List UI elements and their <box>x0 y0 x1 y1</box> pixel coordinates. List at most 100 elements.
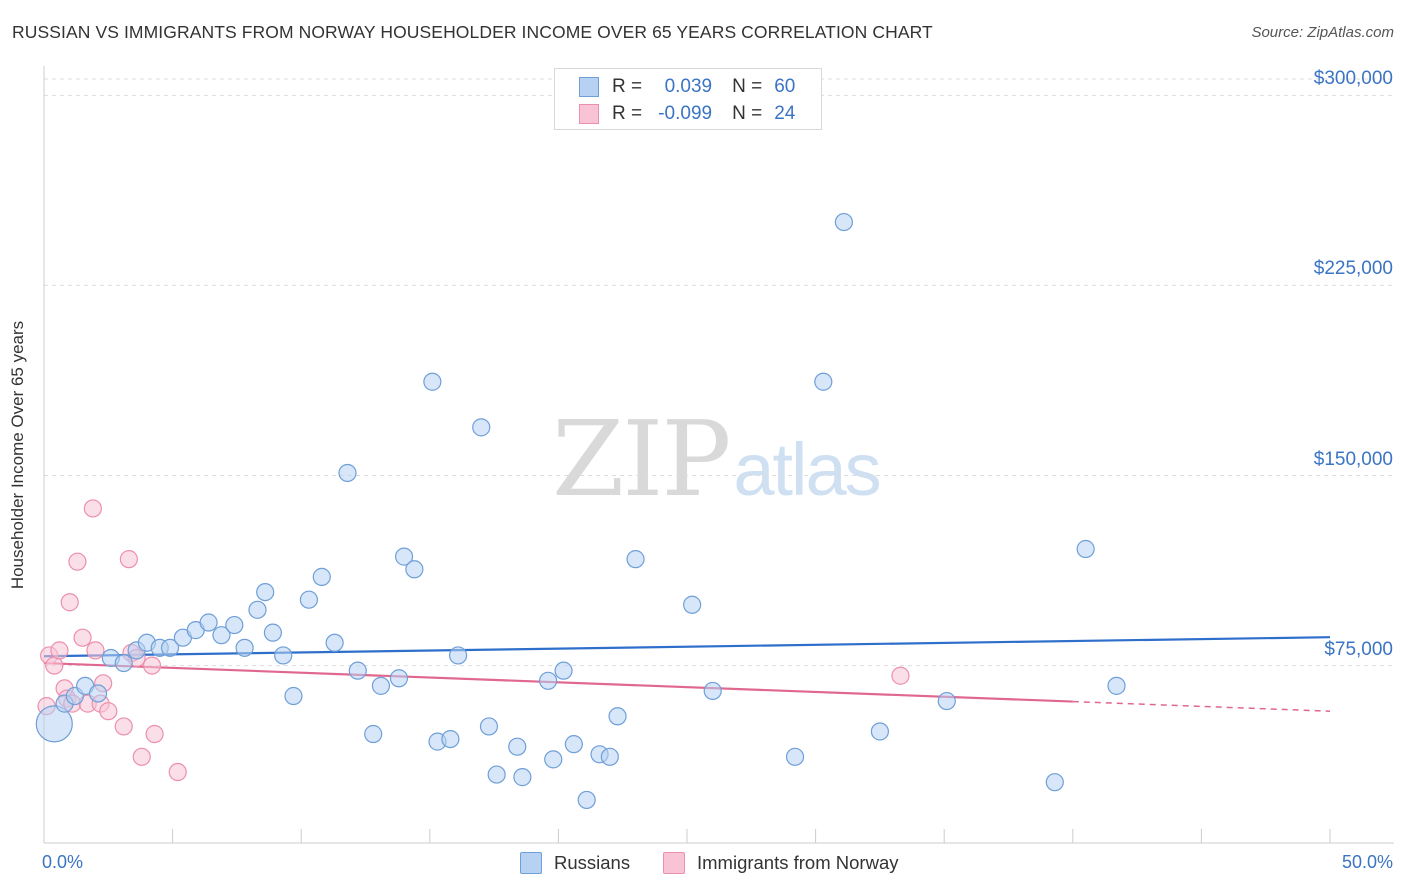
watermark: ZIPatlas <box>552 398 882 520</box>
data-point-russians <box>225 615 244 635</box>
x-tick-right: 50.0% <box>1341 852 1393 872</box>
data-point-norway <box>168 762 187 782</box>
data-point-russians <box>348 661 367 680</box>
watermark-atlas: atlas <box>733 428 881 511</box>
y-axis-label: Householder Income Over 65 years <box>8 320 27 590</box>
data-point-russians <box>937 691 956 711</box>
data-point-russians <box>256 582 275 602</box>
legend-label-norway: Immigrants from Norway <box>697 852 899 873</box>
data-point-russians <box>274 646 293 665</box>
data-point-russians <box>394 547 414 566</box>
legend-item-norway: Immigrants from Norway <box>663 852 898 874</box>
data-point-russians <box>508 737 527 756</box>
data-point-russians <box>235 638 254 657</box>
data-point-russians <box>284 686 303 706</box>
data-point-russians <box>212 626 231 645</box>
data-point-russians <box>405 560 424 579</box>
data-point-norway <box>86 641 105 660</box>
data-point-russians <box>1107 676 1126 695</box>
data-point-russians <box>35 705 73 743</box>
data-point-russians <box>371 676 391 695</box>
data-point-russians <box>364 724 383 744</box>
data-point-russians <box>199 613 218 632</box>
legend-swatch-russians <box>579 77 599 97</box>
data-point-russians <box>88 684 108 703</box>
data-point-norway <box>132 747 151 766</box>
axes <box>43 66 1394 844</box>
trend-line-russians <box>43 636 1331 658</box>
data-point-russians <box>834 212 853 232</box>
legend-swatch-russians <box>520 852 542 874</box>
data-point-russians <box>870 722 890 741</box>
data-point-norway <box>45 656 64 675</box>
data-point-norway <box>73 628 92 647</box>
data-point-russians <box>814 372 833 391</box>
data-point-russians <box>312 567 331 586</box>
chart-title: RUSSIAN VS IMMIGRANTS FROM NORWAY HOUSEH… <box>12 22 933 42</box>
legend-r-label: R = <box>612 103 643 124</box>
correlation-legend: R = 0.039 N = 60 R = -0.099 N = 24 <box>554 68 822 130</box>
data-point-russians <box>608 707 627 726</box>
data-point-russians <box>785 747 805 766</box>
data-point-russians <box>600 747 619 766</box>
data-point-norway <box>68 552 87 571</box>
data-point-russians <box>539 671 558 690</box>
legend-r-value-russians: 0.039 <box>664 76 713 97</box>
trend-lines <box>43 636 1331 712</box>
data-point-russians <box>114 653 133 673</box>
watermark-zip: ZIP <box>552 398 731 520</box>
data-point-norway <box>142 656 162 675</box>
legend-row-norway: R = -0.099 N = 24 <box>579 103 795 125</box>
legend-n-label: N = <box>732 76 763 97</box>
data-point-russians <box>160 638 180 657</box>
data-point-russians <box>448 646 468 665</box>
data-point-norway <box>119 550 138 569</box>
data-point-russians <box>544 750 563 769</box>
data-point-russians <box>479 717 499 736</box>
data-point-russians <box>338 463 357 483</box>
source-label: Source: ZipAtlas.com <box>1251 24 1394 41</box>
data-point-russians <box>472 418 491 437</box>
data-point-norway <box>891 666 910 685</box>
y-tick-label: $300,000 <box>1313 68 1393 90</box>
data-point-russians <box>554 661 573 680</box>
data-point-russians <box>263 623 283 642</box>
y-tick-label: $75,000 <box>1324 638 1393 660</box>
legend-swatch-norway <box>663 852 685 874</box>
legend-swatch-norway <box>579 104 599 124</box>
data-point-russians <box>487 765 506 784</box>
data-point-norway <box>145 724 164 744</box>
data-point-russians <box>577 790 596 810</box>
legend-item-russians: Russians <box>520 852 630 874</box>
data-point-norway <box>99 702 118 721</box>
data-point-norway <box>60 593 79 612</box>
data-point-russians <box>683 595 702 614</box>
y-tick-label: $150,000 <box>1313 448 1393 470</box>
data-point-russians <box>1045 773 1064 792</box>
grid-lines <box>44 78 1394 667</box>
legend-r-value-norway: -0.099 <box>658 103 713 124</box>
data-point-norway <box>114 717 133 736</box>
series-legend: Russians Immigrants from Norway <box>0 852 1406 878</box>
points-russians <box>35 212 1126 810</box>
trend-line-dashed-norway <box>1072 700 1331 712</box>
y-tick-label: $225,000 <box>1313 258 1393 280</box>
data-point-russians <box>423 372 442 391</box>
data-point-russians <box>248 600 267 619</box>
data-point-russians <box>441 729 460 749</box>
legend-row-russians: R = 0.039 N = 60 <box>579 76 795 98</box>
legend-r-label: R = <box>612 76 643 97</box>
legend-label-russians: Russians <box>554 852 631 873</box>
data-point-norway <box>50 641 69 660</box>
data-point-russians <box>626 550 645 569</box>
x-tick-left: 0.0% <box>42 852 84 872</box>
data-point-russians <box>703 681 722 701</box>
data-point-russians <box>1076 539 1095 559</box>
data-point-russians <box>299 590 319 609</box>
legend-n-label: N = <box>732 103 763 124</box>
data-point-russians <box>564 735 583 754</box>
data-point-russians <box>513 768 532 787</box>
legend-n-value-norway: 24 <box>774 103 796 124</box>
legend-n-value-russians: 60 <box>774 76 796 97</box>
